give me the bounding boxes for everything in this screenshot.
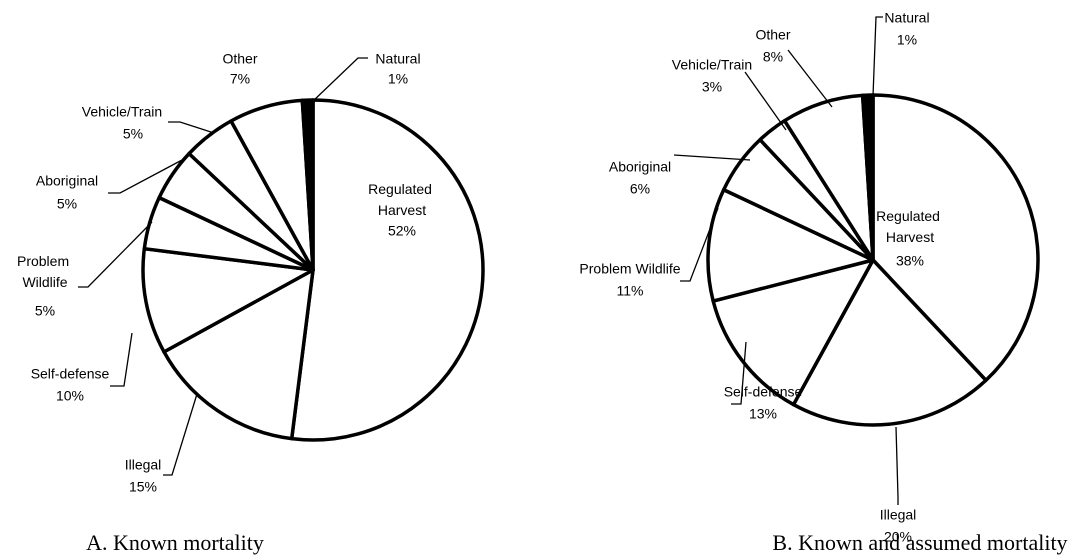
leader-line (673, 154, 751, 161)
leader-line (744, 71, 787, 131)
slice-label: Regulated Harvest (876, 208, 944, 245)
label-line: Regulated (876, 208, 944, 224)
value-label: 1% (897, 32, 917, 48)
value-label: 10% (56, 388, 84, 404)
value-label: 15% (129, 479, 157, 495)
slice-label: Other (755, 27, 790, 43)
pie-slice (871, 93, 1040, 383)
pie-chart: Regulated Harvest 52% Illegal 15% Self-defen… (17, 51, 485, 555)
slice-label: Regulated Harvest (368, 181, 436, 218)
slice-label: Problem Wildlife (17, 253, 73, 290)
value-label: 5% (123, 126, 143, 142)
label-line: Harvest (886, 229, 934, 245)
value-label: 5% (35, 303, 55, 319)
slice-label: Natural (884, 10, 929, 26)
leader-line (110, 332, 133, 387)
slice-label: Self-defense (31, 366, 110, 382)
slice-label: Vehicle/Train (672, 57, 752, 73)
leader-line (895, 426, 899, 505)
pie-slice (300, 98, 315, 272)
chart-caption: B. Known and assumed mortality (772, 530, 1067, 555)
leader-line (108, 159, 183, 194)
value-label: 1% (388, 71, 408, 87)
value-label: 7% (230, 71, 250, 87)
value-label: 5% (57, 196, 77, 212)
leader-line (872, 16, 883, 97)
leader-line (78, 221, 153, 288)
chart-caption: A. Known mortality (86, 530, 264, 555)
pie-slice (289, 98, 485, 442)
value-label: 13% (749, 406, 777, 422)
leader-line (787, 49, 833, 108)
value-label: 8% (763, 49, 783, 65)
leader-line (163, 393, 198, 476)
value-label: 20% (884, 529, 912, 545)
label-line: Harvest (378, 202, 426, 218)
value-label: 6% (630, 181, 650, 197)
slice-label: Natural (375, 51, 420, 67)
leader-line (311, 57, 368, 103)
leader-line (168, 121, 215, 134)
slice-label: Problem Wildlife (579, 261, 680, 277)
value-label: 11% (617, 283, 644, 299)
pie-slice (162, 268, 315, 441)
value-label: 52% (388, 223, 416, 239)
slice-label: Illegal (125, 457, 162, 473)
slice-label: Aboriginal (609, 159, 671, 175)
slice-label: Illegal (880, 507, 917, 523)
pie-slice (706, 187, 875, 303)
slice-label: Other (222, 51, 257, 67)
pie-slice (711, 258, 875, 407)
pie-slice (791, 258, 988, 427)
pie-slice (141, 246, 315, 354)
pie-chart: Regulated Harvest 38% Illegal 20% Self-defen… (579, 10, 1067, 555)
value-label: 3% (702, 79, 722, 95)
slice-label: Aboriginal (36, 173, 98, 189)
label-line: Problem (17, 253, 73, 269)
slice-label: Vehicle/Train (82, 104, 162, 120)
value-label: 38% (896, 253, 924, 269)
slice-label: Self-defense (724, 384, 803, 400)
label-line: Wildlife (22, 274, 67, 290)
label-line: Regulated (368, 181, 436, 197)
leader-line (680, 207, 719, 282)
leader-line (731, 341, 747, 405)
